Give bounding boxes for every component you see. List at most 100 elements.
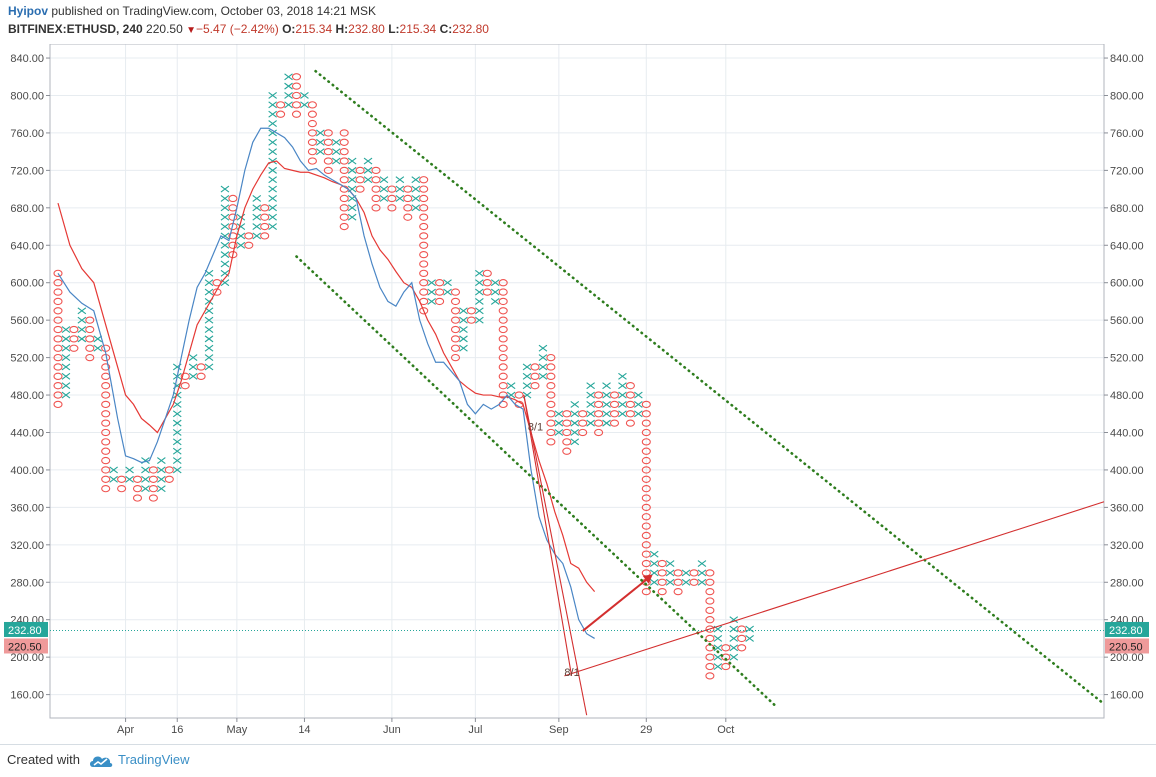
x-box bbox=[554, 419, 564, 427]
x-box bbox=[729, 644, 739, 652]
tradingview-cloud-icon[interactable] bbox=[88, 753, 114, 769]
x-box bbox=[538, 354, 548, 362]
x-box bbox=[268, 110, 277, 118]
o-box bbox=[673, 587, 683, 596]
o-box bbox=[132, 494, 143, 502]
o-box bbox=[196, 372, 206, 380]
o-box bbox=[339, 166, 349, 175]
o-column bbox=[530, 363, 540, 390]
x-box bbox=[713, 663, 723, 670]
author-name[interactable]: Hyipov bbox=[8, 4, 49, 18]
x-box bbox=[172, 457, 182, 465]
x-box bbox=[570, 419, 580, 427]
o-box bbox=[641, 550, 651, 558]
o-box bbox=[260, 232, 270, 240]
o-column bbox=[339, 129, 349, 231]
y-tick-label: 480.00 bbox=[1110, 390, 1144, 402]
forecast-arrow-head bbox=[642, 574, 653, 584]
x-box bbox=[268, 185, 277, 193]
o-box bbox=[419, 204, 429, 212]
o-box bbox=[641, 559, 651, 568]
o-box bbox=[339, 138, 349, 146]
x-box bbox=[586, 400, 595, 408]
o-box bbox=[578, 428, 588, 437]
o-box bbox=[450, 297, 461, 306]
pnf-chart[interactable]: 160.00200.00240.00280.00320.00360.00400.… bbox=[0, 44, 1156, 744]
x-box bbox=[204, 344, 214, 352]
o-box bbox=[498, 363, 508, 371]
x-box bbox=[268, 120, 277, 128]
o-box bbox=[625, 391, 635, 399]
x-box bbox=[459, 335, 468, 343]
x-column bbox=[538, 344, 548, 380]
o-box bbox=[307, 129, 317, 137]
o-box bbox=[546, 372, 556, 380]
x-box bbox=[331, 157, 341, 165]
o-box bbox=[101, 447, 111, 455]
o-box bbox=[419, 213, 429, 221]
gann-line-a bbox=[523, 394, 573, 676]
o-column bbox=[673, 569, 683, 596]
x-box bbox=[665, 578, 675, 586]
o-box bbox=[53, 316, 63, 324]
o-box bbox=[53, 335, 63, 343]
x-box bbox=[61, 326, 71, 333]
x-box bbox=[268, 204, 277, 212]
x-box bbox=[284, 92, 293, 99]
x-box bbox=[634, 410, 643, 418]
y-tick-label: 640.00 bbox=[1110, 240, 1144, 252]
x-axis: Apr 16 May 14 Jun Jul Sep 29 Oct bbox=[117, 718, 734, 736]
o-column bbox=[578, 410, 588, 437]
o-box bbox=[705, 672, 715, 680]
x-column bbox=[649, 550, 659, 586]
x-box bbox=[268, 166, 277, 174]
o-box bbox=[403, 194, 413, 203]
y-tick-label: 520.00 bbox=[1110, 353, 1144, 365]
x-box bbox=[331, 138, 341, 146]
x-box bbox=[681, 578, 691, 586]
tradingview-brand[interactable]: TradingView bbox=[118, 752, 190, 767]
x-box bbox=[77, 316, 87, 324]
x-box bbox=[172, 447, 182, 455]
x-box bbox=[157, 457, 166, 465]
o-box bbox=[689, 578, 699, 586]
x-box bbox=[427, 279, 436, 287]
o-box bbox=[53, 269, 63, 277]
o-box bbox=[339, 176, 349, 184]
o-box bbox=[117, 475, 127, 483]
x-column bbox=[459, 307, 468, 352]
x-box bbox=[443, 279, 452, 287]
o-box bbox=[737, 634, 747, 643]
x-box bbox=[490, 288, 500, 296]
o-box bbox=[705, 597, 715, 605]
x-box bbox=[172, 410, 182, 418]
o-box bbox=[53, 382, 63, 390]
x-box bbox=[204, 316, 214, 324]
o-column bbox=[244, 232, 254, 249]
o-box bbox=[562, 419, 572, 427]
o-box bbox=[419, 185, 429, 193]
x-tick-label: Apr bbox=[117, 724, 134, 736]
ma-slow-line bbox=[57, 160, 596, 593]
o-box bbox=[641, 475, 651, 483]
o-box bbox=[498, 279, 508, 287]
x-box bbox=[475, 307, 484, 315]
x-column bbox=[570, 400, 580, 446]
o-box bbox=[450, 353, 461, 362]
x-box bbox=[252, 213, 262, 221]
o-box bbox=[307, 148, 317, 156]
o-box bbox=[323, 129, 333, 137]
x-box bbox=[602, 382, 611, 390]
o-box bbox=[450, 344, 461, 352]
o-box bbox=[435, 279, 445, 287]
ratio-label: 8/1 bbox=[528, 422, 543, 434]
y-tick-label: 600.00 bbox=[1110, 278, 1144, 290]
o-column bbox=[419, 176, 429, 315]
o-box bbox=[164, 475, 174, 483]
o-box bbox=[69, 344, 79, 352]
o-box bbox=[609, 410, 620, 418]
o-box bbox=[450, 316, 461, 324]
x-box bbox=[220, 185, 230, 193]
o-box bbox=[705, 634, 715, 643]
moving-averages bbox=[57, 127, 596, 639]
